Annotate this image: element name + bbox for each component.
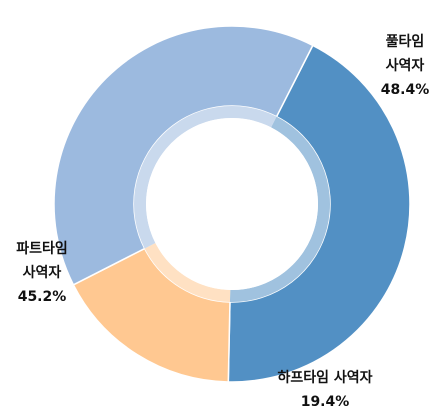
slice-1-inner-ring <box>229 116 330 302</box>
slice-name-2: 하프타임 사역자 <box>277 369 372 386</box>
slice-value-3: 45.2% <box>18 289 67 305</box>
slice-name-1: 풀타임 <box>386 34 425 50</box>
donut-slices <box>53 25 411 383</box>
slice-value-2: 19.4% <box>301 394 350 410</box>
slice-name-1: 사역자 <box>386 57 425 74</box>
slice-name-3: 파트타임 <box>16 241 68 257</box>
slice-labels: 풀타임 사역자 48.4%하프타임 사역자 19.4%파트타임 사역자 45.2% <box>16 34 429 410</box>
slice-label-2: 하프타임 사역자 19.4% <box>277 369 372 410</box>
slice-2-inner-ring <box>144 243 231 302</box>
donut-hole <box>146 118 318 290</box>
donut-inner-ring <box>134 105 330 302</box>
slice-value-1: 48.4% <box>381 82 430 98</box>
slice-3-inner-ring <box>134 105 277 249</box>
slice-name-3: 사역자 <box>23 264 62 281</box>
